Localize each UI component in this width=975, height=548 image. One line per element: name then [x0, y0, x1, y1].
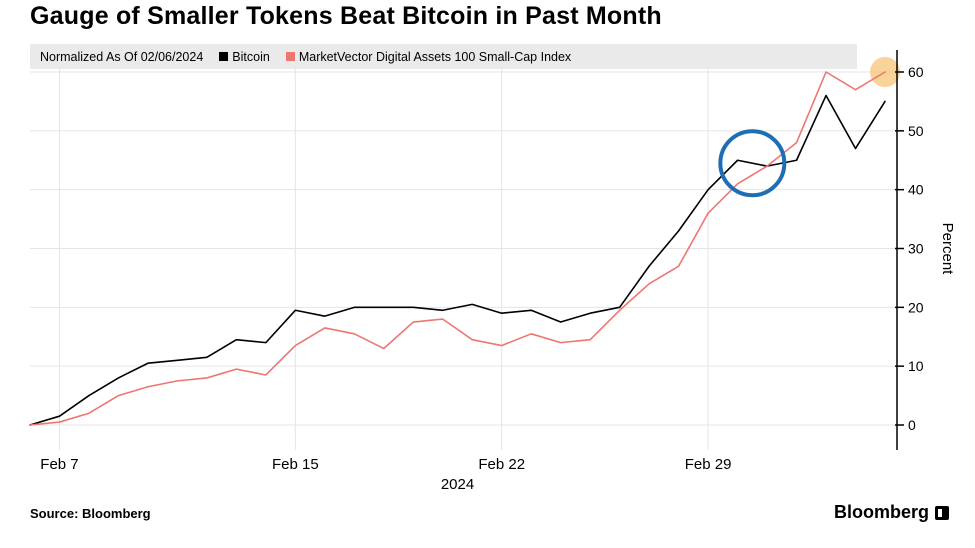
legend-label-marketvector: MarketVector Digital Assets 100 Small-Ca…	[298, 49, 572, 64]
legend-item-marketvector: MarketVector Digital Assets 100 Small-Ca…	[285, 49, 572, 64]
marketvector-color-swatch	[285, 52, 295, 61]
x-tick-label: Feb 7	[40, 456, 78, 473]
x-tick-label: Feb 22	[478, 456, 525, 473]
y-tick-label: 40	[908, 182, 924, 198]
y-tick-label: 20	[908, 299, 924, 315]
y-tick-label: 60	[908, 64, 924, 80]
crossover-annotation-circle	[718, 129, 787, 198]
marketvector-line	[29, 71, 886, 426]
bitcoin-line	[29, 94, 886, 426]
bitcoin-color-swatch	[219, 52, 229, 61]
y-axis-title: Percent	[939, 223, 956, 276]
bloomberg-wordmark: Bloomberg	[833, 502, 929, 522]
legend-label-bitcoin: Bitcoin	[232, 49, 270, 64]
y-tick-label: 10	[908, 358, 924, 374]
x-tick-label: Feb 29	[685, 456, 732, 473]
bloomberg-terminal-icon	[935, 505, 949, 520]
y-tick-label: 0	[908, 417, 916, 433]
y-tick-label: 30	[908, 241, 924, 257]
source-label: Source: Bloomberg	[30, 506, 151, 521]
y-tick-label: 50	[908, 123, 924, 139]
x-tick-label: Feb 15	[272, 456, 319, 473]
legend-note: Normalized As Of 02/06/2024	[40, 49, 204, 64]
chart-legend: Normalized As Of 02/06/2024 Bitcoin Mark…	[30, 44, 857, 69]
legend-item-bitcoin: Bitcoin	[219, 50, 270, 64]
bloomberg-brand: Bloomberg	[834, 502, 949, 523]
x-axis-year-label: 2024	[441, 476, 474, 493]
chart-title: Gauge of Smaller Tokens Beat Bitcoin in …	[30, 2, 662, 30]
chart-svg: 0 10 20 30 40 50 60 Feb 7 Feb 15 Feb 22 Feb 29 2024…	[29, 50, 956, 493]
